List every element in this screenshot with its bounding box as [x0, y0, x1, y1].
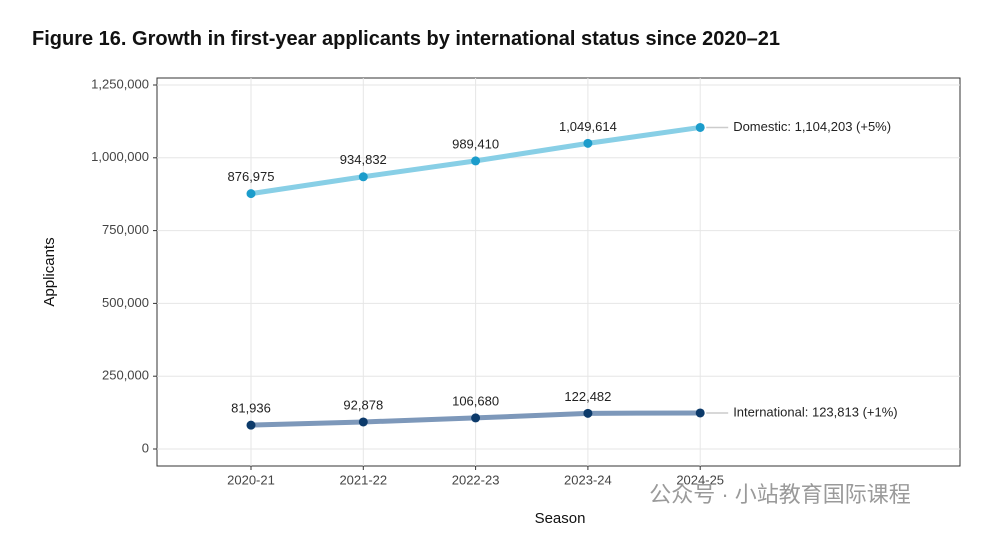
data-label: 876,975 [228, 169, 275, 184]
point [358, 172, 368, 182]
x-tick-label: 2020-21 [227, 472, 275, 487]
chart-title: Figure 16. Growth in first-year applican… [32, 28, 780, 50]
x-tick-label: 2022-23 [452, 472, 500, 487]
data-label: 1,049,614 [559, 119, 617, 134]
point [695, 408, 705, 418]
point [471, 413, 481, 423]
x-tick-label: 2021-22 [339, 472, 387, 487]
data-label: 934,832 [340, 152, 387, 167]
data-label: 989,410 [452, 136, 499, 151]
x-axis-title: Season [535, 510, 586, 527]
y-tick-label: 250,000 [102, 368, 149, 383]
y-tick-label: 750,000 [102, 222, 149, 237]
y-tick-label: 1,000,000 [91, 149, 149, 164]
watermark: 公众号 · 小站教育国际课程 [649, 482, 911, 507]
x-tick-label: 2024-25 [676, 472, 724, 487]
end-label: Domestic: 1,104,203 (+5%) [733, 119, 891, 134]
point [246, 420, 256, 430]
point [583, 138, 593, 148]
marks: 876,975 934,832 989,410 1,049,614 Domestic: … [228, 119, 898, 430]
point [471, 156, 481, 166]
y-tick-label: 0 [142, 440, 149, 455]
y-axis-title: Applicants [41, 237, 58, 306]
data-label: 81,936 [231, 401, 271, 416]
point [695, 122, 705, 132]
y-tick-label: 1,250,000 [91, 76, 149, 91]
x-tick-label: 2023-24 [564, 472, 612, 487]
y-tick-label: 500,000 [102, 295, 149, 310]
data-label: 106,680 [452, 393, 499, 408]
grid: 0 250,000 500,000 750,000 1,000,000 1,250,000… [91, 76, 960, 487]
end-label: International: 123,813 (+1%) [733, 404, 897, 419]
point [246, 189, 256, 199]
plot-panel [156, 77, 961, 467]
point [583, 408, 593, 418]
data-label: 122,482 [564, 389, 611, 404]
data-label: 92,878 [343, 397, 383, 412]
point [358, 417, 368, 427]
